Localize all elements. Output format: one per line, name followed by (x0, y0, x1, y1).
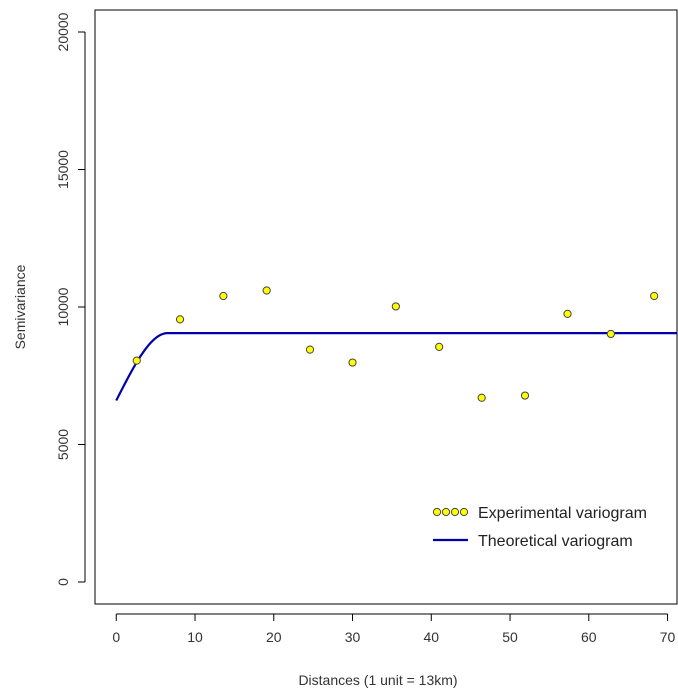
y-tick-label: 15000 (55, 150, 71, 189)
x-tick-label: 30 (345, 629, 361, 645)
x-tick-label: 0 (112, 629, 120, 645)
experimental-point (563, 309, 572, 318)
experimental-point (348, 358, 357, 367)
experimental-point (520, 391, 530, 400)
legend-point-marker (432, 507, 442, 517)
experimental-point (606, 329, 615, 339)
legend-point-marker (450, 507, 460, 517)
legend-experimental-symbol (432, 507, 469, 517)
experimental-point (650, 291, 659, 301)
x-axis-title: Distances (1 unit = 13km) (298, 672, 457, 688)
x-tick-label: 60 (581, 629, 597, 645)
x-tick-label: 40 (423, 629, 439, 645)
experimental-point (305, 345, 315, 354)
experimental-point (132, 356, 141, 365)
y-tick-label: 0 (55, 578, 71, 586)
y-tick-label: 20000 (55, 12, 71, 51)
experimental-point (435, 342, 444, 351)
experimental-point (175, 315, 185, 324)
theoretical-variogram-layer (115, 332, 677, 401)
theoretical-variogram-line (115, 332, 677, 401)
experimental-variogram-layer (132, 286, 659, 402)
x-tick-label: 70 (660, 629, 676, 645)
x-tick-label: 20 (266, 629, 282, 645)
y-tick-label: 10000 (55, 287, 71, 326)
legend: Experimental variogram Theoretical vario… (432, 505, 647, 550)
experimental-point (219, 291, 228, 301)
y-tick-label: 5000 (55, 429, 71, 460)
x-tick-label: 50 (502, 629, 518, 645)
legend-point-marker (459, 507, 469, 517)
x-tick-label: 10 (187, 629, 203, 645)
y-axis-title: Semivariance (12, 264, 28, 349)
y-axis: 0 5000 10000 15000 20000 (55, 12, 86, 586)
legend-point-marker (441, 507, 451, 517)
experimental-point (262, 286, 271, 295)
experimental-point (477, 393, 486, 402)
plot-area (115, 286, 677, 402)
experimental-point (391, 302, 400, 311)
legend-theoretical-label: Theoretical variogram (478, 533, 633, 550)
plot-frame (94, 9, 678, 605)
x-axis: 0 10 20 30 40 50 60 70 (112, 613, 676, 645)
legend-experimental-label: Experimental variogram (478, 505, 647, 522)
